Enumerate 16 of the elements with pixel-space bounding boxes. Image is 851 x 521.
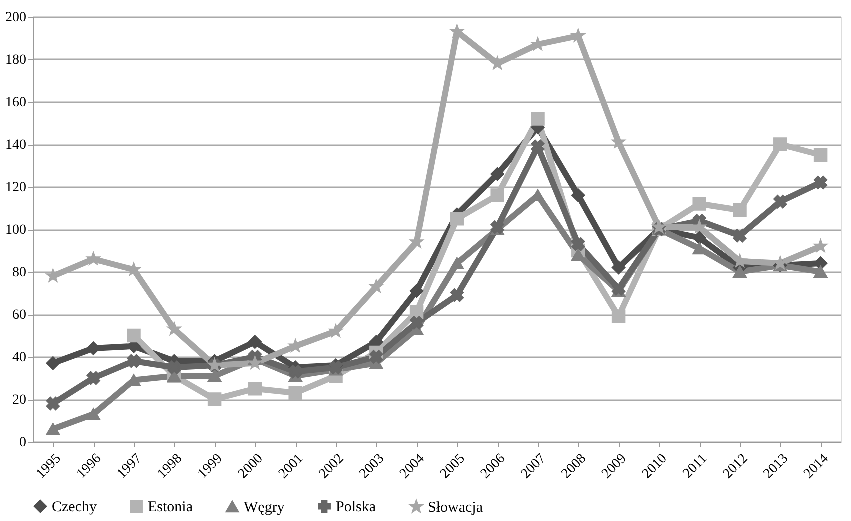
legend-label: Węgry	[244, 500, 286, 516]
legend-label: Polska	[336, 500, 376, 516]
y-tick-label: 160	[6, 96, 26, 110]
y-tick-label: 40	[12, 350, 26, 366]
y-tick-label: 20	[12, 393, 26, 408]
y-tick-label: 0	[20, 436, 26, 450]
legend-label: Słowacja	[428, 500, 484, 516]
y-tick-label: 120	[6, 180, 26, 196]
y-tick-label: 100	[6, 223, 26, 238]
y-tick-label: 60	[12, 308, 26, 323]
y-tick-label: 140	[6, 138, 26, 153]
y-tick-label: 80	[12, 266, 26, 280]
y-tick-label: 200	[6, 10, 26, 26]
legend-label: Estonia	[148, 500, 194, 516]
y-tick-label: 180	[6, 53, 26, 68]
legend-label: Czechy	[52, 500, 98, 516]
